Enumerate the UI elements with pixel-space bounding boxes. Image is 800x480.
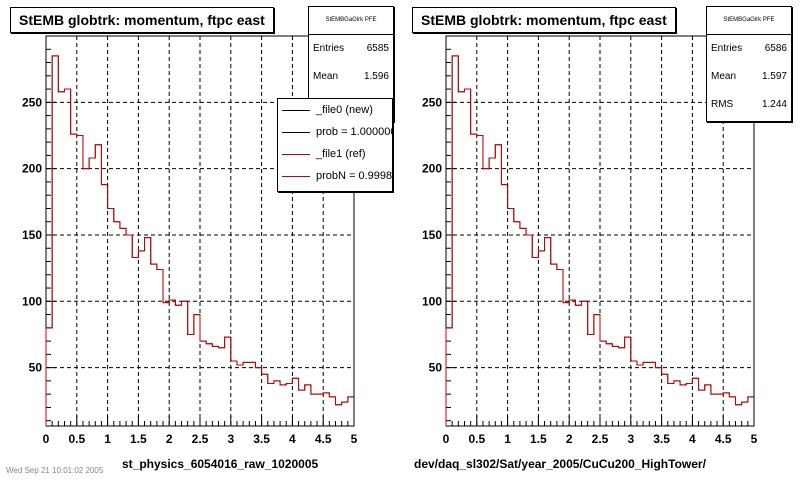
x-tick-label: 0 <box>43 432 50 446</box>
x-tick-label: 2.5 <box>192 432 209 446</box>
stats-row-rms: RMS 1.244 <box>707 91 791 119</box>
x-tick-label: 3 <box>627 432 634 446</box>
y-tick-label: 250 <box>422 95 442 109</box>
legend-line-icon <box>282 175 310 177</box>
series-ref-line <box>45 55 354 426</box>
x-tick-label: 3 <box>227 432 234 446</box>
stats-label: Mean <box>711 71 737 82</box>
stats-name: StEMBGaGlrk PFE <box>309 7 393 35</box>
stats-value: 1.597 <box>761 71 787 82</box>
legend-entry-probn: probN = 0.99987 <box>278 165 392 187</box>
x-tick-label: 0 <box>443 432 450 446</box>
legend-label: prob = 1.000000 <box>316 126 393 138</box>
x-tick-label: 4 <box>689 432 696 446</box>
x-tick-label: 2 <box>566 432 573 446</box>
x-tick-label: 5 <box>351 432 358 446</box>
stats-label: Mean <box>313 71 339 82</box>
stats-name: StEMBGaGlrk PFE <box>707 7 791 35</box>
legend-line-icon <box>282 109 310 111</box>
pad-left-title: StEMB globtrk: momentum, ftpc east <box>10 7 274 33</box>
x-tick-label: 3.5 <box>653 432 670 446</box>
y-tick-label: 50 <box>429 361 443 375</box>
stats-value: 6586 <box>764 43 787 54</box>
x-tick-label: 1.5 <box>530 432 547 446</box>
pad-right-stats-box: StEMBGaGlrk PFE Entries 6586 Mean 1.597 … <box>706 6 792 122</box>
y-tick-label: 200 <box>422 162 442 176</box>
y-tick-label: 100 <box>422 294 442 308</box>
x-tick-label: 0.5 <box>468 432 485 446</box>
stats-value: 1.244 <box>761 99 787 110</box>
stats-label: Entries <box>313 43 345 54</box>
footer-timestamp: Wed Sep 21 10:01:02 2005 <box>6 466 104 475</box>
pad-right-title: StEMB globtrk: momentum, ftpc east <box>412 7 676 33</box>
legend-label: _file0 (new) <box>316 104 373 116</box>
legend-entry-prob: prob = 1.000000 <box>278 121 392 143</box>
x-tick-label: 4 <box>289 432 296 446</box>
x-tick-label: 4.5 <box>715 432 732 446</box>
stats-row-mean: Mean 1.596 <box>309 63 393 91</box>
stats-label: RMS <box>711 99 734 110</box>
y-tick-label: 50 <box>29 361 43 375</box>
stats-value: 6585 <box>366 43 389 54</box>
series-ref-line <box>445 55 754 426</box>
x-tick-label: 1.5 <box>130 432 147 446</box>
x-tick-label: 5 <box>751 432 758 446</box>
y-tick-label: 200 <box>22 162 42 176</box>
stats-row-entries: Entries 6586 <box>707 35 791 63</box>
stats-value: 1.596 <box>363 71 389 82</box>
pad-right-x-axis-label: dev/daq_sl302/Sat/year_2005/CuCu200_High… <box>414 457 706 471</box>
x-tick-label: 1 <box>504 432 511 446</box>
histogram-right: 0 0.5 1 1.5 2 2.5 3 3.5 4 4.5 5 50 100 150 200 250 <box>422 35 758 446</box>
y-tick-label: 250 <box>22 95 42 109</box>
legend-entry-ref: _file1 (ref) <box>278 143 392 165</box>
x-tick-label: 0.5 <box>68 432 85 446</box>
legend-entry-new: _file0 (new) <box>278 99 392 121</box>
y-tick-label: 150 <box>422 228 442 242</box>
legend-line-icon <box>282 131 310 133</box>
y-tick-label: 150 <box>22 228 42 242</box>
legend-label: _file1 (ref) <box>316 148 366 160</box>
legend-line-icon <box>282 153 310 155</box>
x-tick-label: 2.5 <box>592 432 609 446</box>
x-tick-label: 4.5 <box>315 432 332 446</box>
legend-label: probN = 0.99987 <box>316 170 393 182</box>
x-tick-label: 1 <box>104 432 111 446</box>
x-tick-label: 2 <box>166 432 173 446</box>
stats-row-entries: Entries 6585 <box>309 35 393 63</box>
y-tick-label: 100 <box>22 294 42 308</box>
x-tick-label: 3.5 <box>253 432 270 446</box>
pad-left-legend: _file0 (new) prob = 1.000000 _file1 (ref… <box>277 98 393 192</box>
pad-left-x-axis-label: st_physics_6054016_raw_1020005 <box>122 457 319 471</box>
stats-label: Entries <box>711 43 743 54</box>
stats-row-mean: Mean 1.597 <box>707 63 791 91</box>
